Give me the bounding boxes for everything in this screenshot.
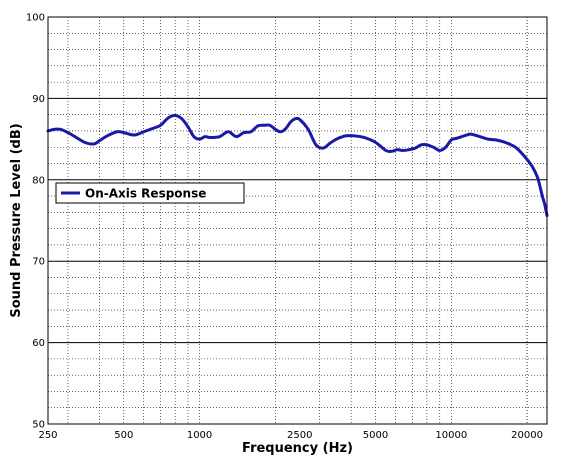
legend-label: On-Axis Response [85,187,206,201]
y-tick-label: 80 [32,175,45,186]
x-tick-label: 1000 [187,430,212,441]
series-line-on-axis-response [46,113,549,218]
minor-gridlines [48,17,547,424]
x-tick-label: 5000 [363,430,388,441]
legend: On-Axis Response [55,182,245,204]
x-tick-label: 10000 [435,430,467,441]
y-tick-label: 50 [32,420,45,431]
y-tick-label: 90 [32,94,45,105]
y-tick-label: 100 [26,13,45,24]
y-tick-label: 60 [32,338,45,349]
x-tick-label: 250 [38,430,57,441]
x-tick-label: 2500 [287,430,312,441]
x-tick-label: 20000 [511,430,543,441]
x-axis-ticks: 250 500 1000 2500 5000 10000 20000 [38,430,543,441]
y-axis-ticks: 50 60 70 80 90 100 [26,13,45,431]
y-axis-label: Sound Pressure Level (dB) [9,123,24,317]
x-axis-label: Frequency (Hz) [242,441,353,456]
y-tick-label: 70 [32,257,45,268]
legend-box [55,182,245,204]
series-layer [46,113,549,218]
x-tick-label: 500 [114,430,133,441]
major-gridlines [48,97,547,344]
plot-frame [47,16,548,425]
